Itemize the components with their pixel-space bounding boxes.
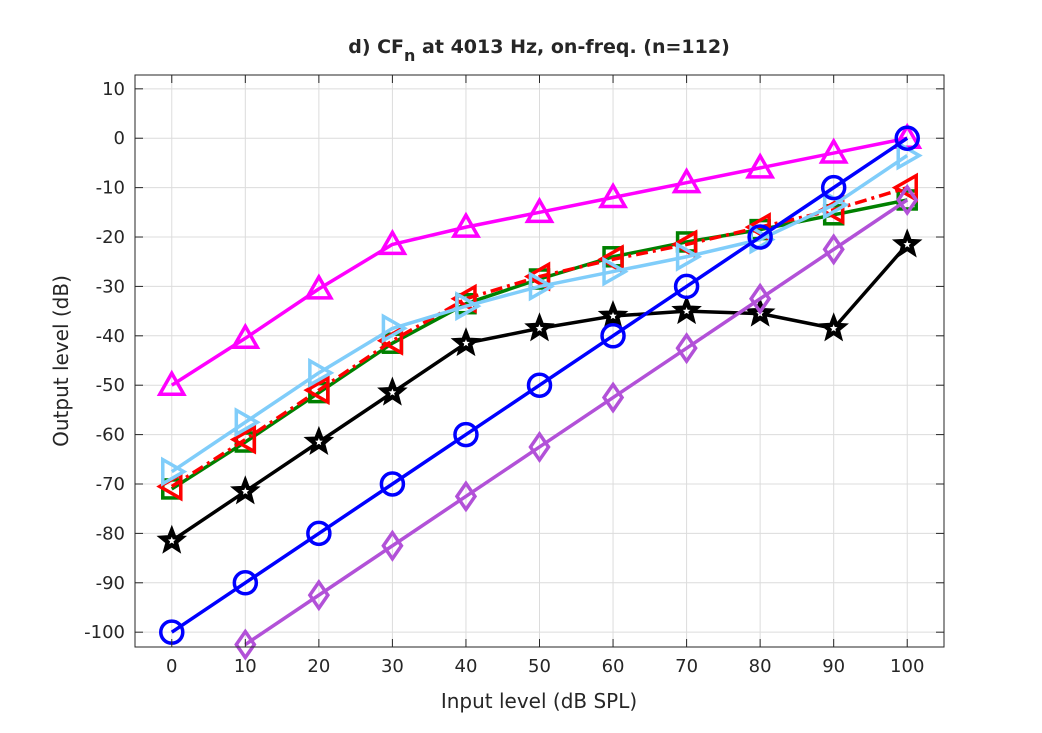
- y-tick-label: 0: [114, 128, 125, 149]
- y-tick-label: -50: [96, 375, 125, 396]
- diamond-marker: [601, 381, 625, 414]
- diamond-marker: [381, 529, 404, 562]
- series-diamond: [234, 183, 919, 661]
- y-tick-label: -90: [96, 573, 125, 594]
- triangle-up-marker: [524, 196, 555, 224]
- triangle-right-marker: [675, 241, 703, 272]
- star-marker-center: [241, 487, 250, 495]
- triangle-right-marker: [528, 271, 556, 302]
- y-tick-label: -70: [96, 474, 125, 495]
- triangle-left-marker: [303, 375, 330, 406]
- circle-marker: [894, 125, 920, 151]
- x-tick-label: 80: [749, 656, 772, 677]
- x-tick-label: 20: [307, 656, 330, 677]
- triangle-left-marker: [229, 424, 257, 455]
- ticks: 0 10 20 30 40 50 60 70 80 90 100100-10-20-30-40-50…: [84, 75, 944, 677]
- series-line: [170, 136, 909, 634]
- triangle-up-marker: [156, 369, 187, 396]
- star-marker-center: [903, 240, 911, 248]
- triangle-right-marker: [455, 291, 482, 322]
- series-line: [244, 198, 909, 646]
- y-tick-label: -80: [96, 523, 125, 544]
- circle-marker: [306, 520, 332, 547]
- triangle-up-marker: [377, 228, 408, 256]
- triangle-right-marker: [602, 256, 629, 287]
- circle-marker: [747, 224, 773, 250]
- star-marker-center: [609, 312, 617, 320]
- triangle-right-marker: [234, 407, 261, 438]
- diamond-marker: [675, 332, 698, 365]
- star-marker-center: [462, 339, 470, 347]
- circle-marker: [600, 323, 626, 349]
- x-tick-label: 60: [602, 656, 625, 677]
- series-circle: [159, 125, 920, 645]
- series-group: [156, 122, 923, 661]
- star-marker-center: [682, 307, 691, 315]
- x-tick-label: 10: [234, 656, 257, 677]
- x-tick-label: 70: [675, 656, 698, 677]
- y-axis-label: Output level (dB): [49, 275, 73, 447]
- y-tick-label: 10: [102, 79, 125, 100]
- diamond-marker: [454, 480, 478, 513]
- y-tick-label: -30: [96, 276, 125, 297]
- triangle-up-marker: [303, 273, 334, 300]
- x-axis-label: Input level (dB SPL): [441, 689, 637, 713]
- y-tick-label: -100: [84, 622, 125, 643]
- star-marker-center: [388, 388, 397, 396]
- diamond-marker: [528, 430, 551, 464]
- circle-marker: [526, 372, 553, 398]
- triangle-up-marker: [671, 167, 702, 194]
- triangle-left-marker: [523, 261, 551, 292]
- circle-marker: [453, 421, 479, 448]
- triangle-left-marker: [450, 283, 477, 314]
- y-tick-label: -60: [96, 425, 125, 446]
- series-line: [170, 136, 908, 387]
- star-marker-center: [829, 324, 838, 332]
- x-tick-label: 100: [890, 656, 924, 677]
- diamond-marker: [822, 233, 845, 266]
- triangle-right-marker: [308, 357, 335, 388]
- triangle-up-marker: [745, 152, 776, 179]
- x-tick-label: 40: [455, 656, 478, 677]
- circle-marker: [820, 174, 847, 201]
- y-tick-label: -10: [96, 178, 125, 199]
- x-tick-label: 90: [822, 656, 845, 677]
- triangle-right-marker: [381, 313, 408, 344]
- diamond-marker: [749, 282, 772, 315]
- x-tick-label: 30: [381, 656, 404, 677]
- y-tick-label: -40: [96, 326, 125, 347]
- triangle-up-marker: [230, 322, 261, 350]
- series-triangle-right: [161, 140, 923, 487]
- circle-marker: [673, 273, 700, 300]
- diamond-marker: [896, 183, 919, 217]
- circle-marker: [232, 570, 259, 596]
- chart-title: d) CFn at 4013 Hz, on-freq. (n=112): [348, 36, 730, 65]
- circle-marker: [379, 471, 406, 497]
- diamond-marker: [234, 628, 257, 661]
- series-triangle-up: [156, 122, 923, 396]
- x-tick-label: 50: [528, 656, 551, 677]
- triangle-up-marker: [818, 137, 849, 164]
- triangle-left-marker: [891, 172, 918, 203]
- star-marker-center: [168, 536, 176, 544]
- series-line: [170, 154, 909, 474]
- star-marker-center: [315, 438, 323, 446]
- triangle-right-marker: [161, 456, 188, 487]
- triangle-up-marker: [598, 181, 629, 209]
- x-tick-label: 0: [166, 656, 177, 677]
- star-marker-center: [535, 324, 544, 332]
- triangle-up-marker: [450, 211, 481, 238]
- diamond-marker: [307, 579, 330, 612]
- y-tick-label: -20: [96, 227, 125, 248]
